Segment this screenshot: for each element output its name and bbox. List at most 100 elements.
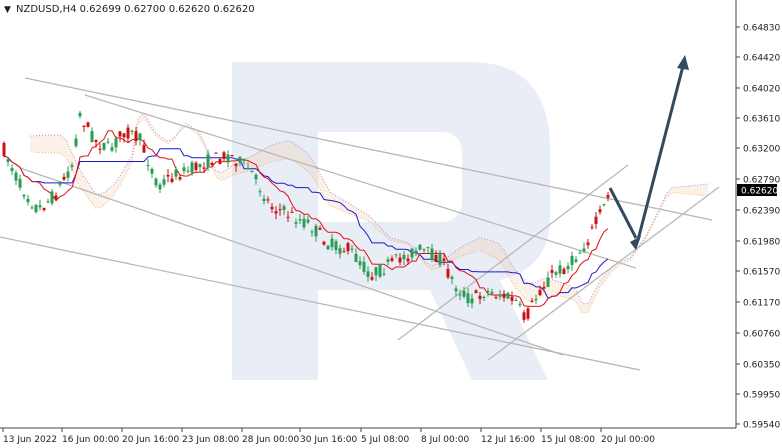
candle-body — [238, 157, 242, 163]
candle-body — [50, 191, 54, 204]
candle-body — [230, 155, 234, 157]
candle-body — [538, 289, 542, 296]
forecast-arrow-up — [636, 65, 685, 241]
candle-body — [338, 248, 342, 254]
forecast-arrow-down — [608, 187, 638, 239]
candle-body — [522, 312, 526, 320]
candle-body — [594, 216, 598, 224]
time-tick-label: 30 Jun 16:00 — [300, 435, 357, 445]
candle-body — [322, 241, 326, 245]
candle-body — [530, 300, 534, 302]
candle-body — [122, 133, 126, 138]
time-tick-label: 8 Jul 00:00 — [421, 435, 470, 445]
candle-body — [90, 131, 94, 142]
candle-body — [290, 211, 294, 213]
candle-body — [550, 270, 554, 273]
candle-body — [70, 165, 74, 167]
candle-body — [398, 257, 402, 263]
candle-body — [30, 207, 34, 209]
candle-body — [586, 242, 590, 246]
candle-body — [422, 249, 426, 251]
candle-body — [326, 245, 330, 250]
time-tick-label: 23 Jun 08:00 — [182, 435, 239, 445]
candle-body — [278, 209, 282, 211]
candle-body — [486, 291, 490, 292]
candle-body — [414, 250, 418, 254]
candle-body — [554, 272, 558, 275]
candle-body — [82, 125, 86, 127]
candle-body — [606, 195, 610, 198]
candle-body — [394, 254, 398, 256]
dropdown-arrow-icon[interactable]: ▼ — [4, 5, 11, 15]
candle-body — [430, 248, 434, 260]
channel-line — [0, 236, 641, 371]
price-tick-label: 0.63610 — [743, 115, 780, 125]
candle-body — [34, 204, 38, 212]
candle-body — [226, 154, 230, 163]
forecast-arrows — [608, 55, 689, 250]
r-letter-logo-watermark — [232, 62, 550, 380]
price-tick-label: 0.61570 — [743, 268, 780, 278]
channel-trendlines — [0, 77, 720, 371]
candle-body — [130, 130, 134, 132]
candle-body — [450, 276, 454, 279]
price-tick-label: 0.60350 — [743, 361, 780, 371]
candle-body — [210, 162, 214, 165]
candle-body — [374, 267, 378, 276]
price-tag-text: 0.62620 — [741, 187, 778, 197]
candle-body — [582, 248, 586, 252]
candle-body — [190, 162, 194, 173]
time-tick-label: 20 Jun 16:00 — [122, 435, 179, 445]
time-tick-label: 5 Jul 08:00 — [361, 435, 410, 445]
price-tick-label: 0.64020 — [743, 85, 780, 95]
price-tick-label: 0.59950 — [743, 391, 780, 401]
price-tick-label: 0.62790 — [743, 176, 780, 186]
price-tick-label: 0.63200 — [743, 145, 780, 155]
candle-body — [466, 293, 470, 304]
candle-body — [162, 179, 166, 185]
candle-body — [470, 298, 474, 304]
candle-body — [490, 291, 494, 294]
candle-body — [330, 238, 334, 248]
candle-body — [6, 159, 10, 162]
candle-body — [410, 248, 414, 258]
candle-body — [418, 244, 422, 250]
candle-body — [106, 141, 110, 143]
time-tick-label: 16 Jun 00:00 — [62, 435, 119, 445]
arrow-head-up — [677, 55, 689, 70]
time-tick-label: 15 Jul 08:00 — [541, 435, 595, 445]
candle-body — [458, 294, 462, 296]
channel-line — [487, 186, 720, 361]
candle-body — [118, 131, 122, 137]
time-tick-label: 12 Jul 16:00 — [481, 435, 535, 445]
price-tick-label: 0.59540 — [743, 421, 780, 431]
candle-body — [406, 258, 410, 262]
candle-body — [170, 178, 174, 182]
candle-body — [354, 253, 358, 262]
channel-line — [84, 94, 637, 269]
candle-body — [182, 167, 186, 172]
candle-body — [166, 174, 170, 177]
candle-body — [362, 262, 366, 272]
candle-body — [382, 273, 386, 275]
candle-body — [174, 169, 178, 177]
candle-body — [438, 253, 442, 265]
candle-body — [94, 140, 98, 142]
price-tick-label: 0.61170 — [743, 299, 780, 309]
candle-body — [18, 178, 22, 188]
watermark-letter-r — [232, 62, 550, 380]
candle-body — [38, 205, 42, 208]
candle-body — [370, 277, 374, 280]
candle-body — [194, 162, 198, 171]
candle-body — [298, 219, 302, 221]
candle-body — [58, 183, 62, 185]
price-tick-label: 0.61980 — [743, 238, 780, 248]
candle-body — [434, 255, 438, 263]
candle-body — [186, 170, 190, 172]
candle-body — [378, 264, 382, 277]
candle-body — [202, 167, 206, 169]
candle-body — [526, 308, 530, 319]
candle-body — [102, 142, 106, 150]
